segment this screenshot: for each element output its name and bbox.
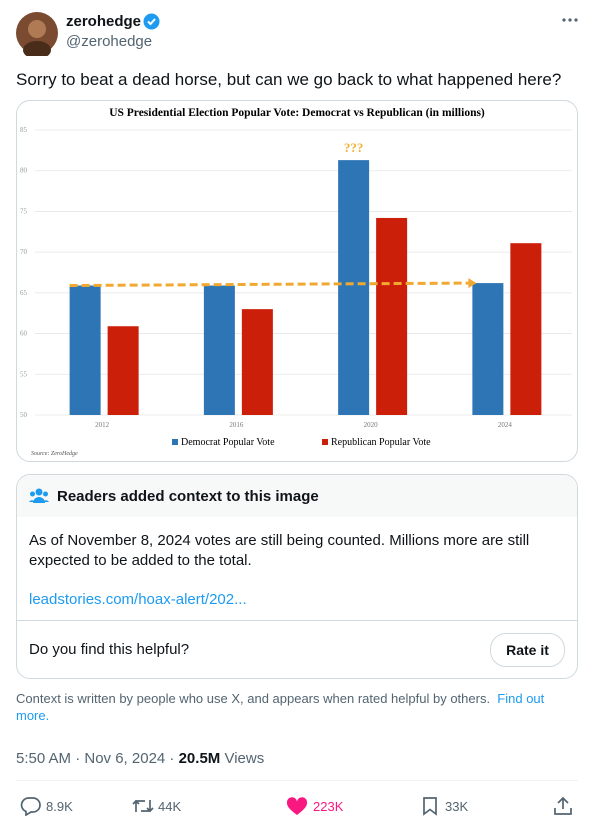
timestamp: 5:50 AM · Nov 6, 2024 · 20.5M Views <box>16 750 264 767</box>
chart: US Presidential Election Popular Vote: D… <box>20 107 572 457</box>
divider <box>16 780 578 781</box>
note-footer: Context is written by people who use X, … <box>16 690 576 724</box>
y-tick-label: 60 <box>20 330 28 338</box>
y-tick-label: 85 <box>20 126 28 134</box>
bar <box>107 326 139 415</box>
more-menu[interactable] <box>560 15 580 25</box>
note-title: Readers added context to this image <box>57 488 319 505</box>
bar <box>241 309 273 415</box>
annotation: ??? <box>344 140 364 155</box>
x-tick-label: 2020 <box>364 421 379 429</box>
author-handle[interactable]: @zerohedge <box>66 33 153 50</box>
repost-count: 44K <box>158 799 182 814</box>
tweet-text: Sorry to beat a dead horse, but can we g… <box>16 70 562 89</box>
legend-swatch <box>172 439 178 445</box>
bar <box>376 217 408 415</box>
arrow-head <box>468 278 477 289</box>
footer-link[interactable]: Find out more. <box>16 691 545 723</box>
y-tick-label: 50 <box>20 411 28 419</box>
rate-button[interactable]: Rate it <box>490 633 565 667</box>
time[interactable]: 5:50 AM · Nov 6, 2024 · <box>16 750 175 767</box>
note-body: As of November 8, 2024 votes are still b… <box>29 532 530 569</box>
divider <box>17 620 577 621</box>
trend-arrow <box>69 281 469 288</box>
note-header: Readers added context to this image <box>17 475 577 517</box>
verified-badge <box>143 13 160 30</box>
y-tick-label: 65 <box>20 289 28 297</box>
avatar[interactable] <box>16 12 60 56</box>
note-question: Do you find this helpful? <box>29 641 190 658</box>
y-tick-label: 70 <box>20 248 28 256</box>
views: 20.5M <box>178 750 221 767</box>
note-link[interactable]: leadstories.com/hoax-alert/202... <box>29 591 247 608</box>
chart-title: US Presidential Election Popular Vote: D… <box>109 107 485 119</box>
community-note: Readers added context to this image As o… <box>16 474 578 679</box>
source-note: Source: ZeroHedge <box>31 451 78 457</box>
bookmark-count: 33K <box>445 799 469 814</box>
repost-icon[interactable] <box>131 796 155 816</box>
x-tick-label: 2024 <box>498 421 513 429</box>
people-icon <box>29 488 49 503</box>
legend-label: Republican Popular Vote <box>331 437 431 448</box>
like-icon[interactable] <box>286 797 308 817</box>
footer-text: Context is written by people who use X, … <box>16 691 491 706</box>
bar <box>472 283 504 415</box>
legend-swatch <box>322 439 328 445</box>
like-count: 223K <box>313 799 344 814</box>
bar <box>338 160 370 415</box>
y-tick-label: 75 <box>20 207 28 215</box>
bar <box>69 285 101 415</box>
x-tick-label: 2012 <box>95 421 110 429</box>
reply-count: 8.9K <box>46 799 73 814</box>
y-tick-label: 80 <box>20 167 28 175</box>
views-label: Views <box>224 750 265 767</box>
share-icon[interactable] <box>553 796 573 816</box>
legend-label: Democrat Popular Vote <box>181 437 275 448</box>
y-tick-label: 55 <box>20 370 28 378</box>
bar <box>203 285 235 415</box>
bar <box>510 243 542 415</box>
x-tick-label: 2016 <box>229 421 244 429</box>
author-name[interactable]: zerohedge <box>66 13 142 30</box>
bookmark-icon[interactable] <box>421 796 439 816</box>
reply-icon[interactable] <box>20 796 42 816</box>
media-card[interactable]: US Presidential Election Popular Vote: D… <box>16 100 578 462</box>
